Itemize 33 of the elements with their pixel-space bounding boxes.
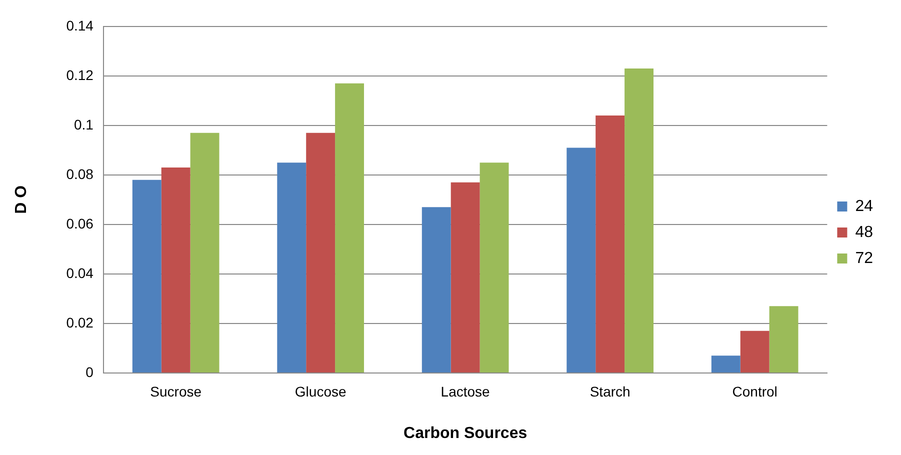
y-tick-label: 0.14 [66, 17, 94, 34]
bar [480, 162, 509, 372]
x-tick-label: Sucrose [150, 383, 202, 400]
x-tick-label: Glucose [294, 383, 346, 400]
bar [711, 356, 740, 372]
bar [596, 116, 625, 372]
bar [566, 148, 596, 372]
legend-label: 72 [855, 250, 874, 267]
bar [769, 306, 798, 372]
x-tick-label: Control [732, 383, 778, 400]
y-tick-label: 0.02 [66, 314, 94, 330]
y-tick-label: 0.12 [66, 66, 94, 83]
bar [740, 330, 770, 372]
y-tick-label: 0.1 [74, 116, 94, 132]
y-tick-label: 0.04 [66, 264, 94, 281]
bar [450, 182, 480, 372]
x-axis-title: Carbon Sources [404, 424, 528, 442]
x-tick-label: Lactose [440, 383, 490, 400]
bar [624, 68, 654, 372]
y-tick-label: 0 [86, 364, 94, 380]
bar [277, 162, 306, 372]
y-tick-label: 0.06 [66, 215, 94, 232]
bar [190, 132, 220, 372]
bar [335, 83, 364, 372]
y-axis-title: D O [13, 185, 30, 214]
legend-label: 48 [855, 224, 874, 241]
bar [161, 168, 190, 372]
x-tick-label: Starch [590, 383, 630, 400]
bar [422, 207, 451, 372]
bar [306, 132, 336, 372]
bar [132, 180, 162, 372]
y-tick-label: 0.08 [66, 166, 94, 182]
legend-label: 24 [855, 198, 874, 215]
